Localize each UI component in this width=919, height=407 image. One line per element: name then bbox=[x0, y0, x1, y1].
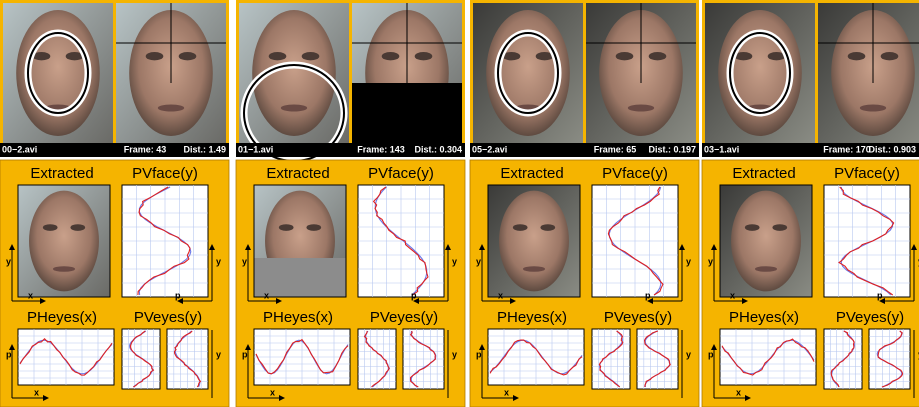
dist-label: Dist.: 0.304 bbox=[414, 144, 462, 154]
eye bbox=[382, 52, 400, 60]
pveyes-label: PVeyes(y) bbox=[134, 309, 202, 326]
eye bbox=[540, 224, 555, 231]
axis-p: p bbox=[6, 349, 12, 359]
extracted-face bbox=[488, 185, 580, 297]
eye bbox=[649, 52, 667, 60]
axis-x: x bbox=[736, 387, 741, 397]
pvface-label: PVface(y) bbox=[834, 165, 900, 182]
eye bbox=[848, 52, 866, 60]
dist-label: Dist.: 1.49 bbox=[183, 144, 226, 154]
axis-p: p bbox=[476, 349, 482, 359]
face bbox=[731, 191, 801, 292]
pheyes-label: PHeyes(x) bbox=[729, 309, 799, 326]
dist-label: Dist.: 0.903 bbox=[868, 144, 916, 154]
pvface-label: PVface(y) bbox=[602, 165, 668, 182]
extracted-face bbox=[18, 185, 110, 297]
face bbox=[29, 191, 99, 292]
pveyes-label: PVeyes(y) bbox=[836, 309, 904, 326]
axis-y: y bbox=[476, 256, 481, 266]
eye bbox=[70, 224, 85, 231]
axis-p: p bbox=[411, 290, 417, 300]
eye bbox=[745, 224, 760, 231]
black-fill bbox=[352, 83, 462, 143]
eye bbox=[302, 52, 320, 60]
mouth bbox=[158, 105, 184, 112]
axis-x: x bbox=[730, 290, 735, 300]
frame-label: Frame: 170 bbox=[823, 144, 871, 154]
mouth bbox=[523, 266, 545, 272]
photos bbox=[705, 3, 919, 143]
axis-p: p bbox=[242, 349, 248, 359]
eye bbox=[279, 224, 294, 231]
axis-x: x bbox=[264, 290, 269, 300]
face bbox=[499, 191, 569, 292]
axis-y: y bbox=[216, 256, 221, 266]
pheyes-label: PHeyes(x) bbox=[27, 309, 97, 326]
extracted-label: Extracted bbox=[266, 165, 329, 182]
eye bbox=[513, 224, 528, 231]
pvface-label: PVface(y) bbox=[132, 165, 198, 182]
pvface-label: PVface(y) bbox=[368, 165, 434, 182]
file-name: 03−1.avi bbox=[704, 144, 739, 154]
axis-x: x bbox=[34, 387, 39, 397]
axis-p: p bbox=[645, 290, 651, 300]
eye bbox=[269, 52, 287, 60]
pheyes-label: PHeyes(x) bbox=[263, 309, 333, 326]
eye bbox=[616, 52, 634, 60]
extracted-face bbox=[720, 185, 812, 297]
pveyes-label: PVeyes(y) bbox=[370, 309, 438, 326]
extracted-face bbox=[254, 185, 346, 297]
eye bbox=[179, 52, 197, 60]
file-name: 05−2.avi bbox=[472, 144, 507, 154]
pheyes-label: PHeyes(x) bbox=[497, 309, 567, 326]
axis-p: p bbox=[175, 290, 181, 300]
axis-x: x bbox=[28, 290, 33, 300]
mouth bbox=[628, 105, 654, 112]
eye bbox=[306, 224, 321, 231]
axis-p: p bbox=[877, 290, 883, 300]
axis-x: x bbox=[270, 387, 275, 397]
frame-label: Frame: 65 bbox=[594, 144, 637, 154]
mouth bbox=[53, 266, 75, 272]
file-name: 01−1.avi bbox=[238, 144, 273, 154]
mouth bbox=[281, 105, 307, 112]
axis-y: y bbox=[242, 256, 247, 266]
axis-y: y bbox=[6, 256, 11, 266]
extracted-label: Extracted bbox=[500, 165, 563, 182]
mouth bbox=[860, 105, 886, 112]
eye bbox=[881, 52, 899, 60]
axis-p: p bbox=[708, 349, 714, 359]
dist-label: Dist.: 0.197 bbox=[648, 144, 696, 154]
frame-label: Frame: 43 bbox=[124, 144, 167, 154]
mouth bbox=[755, 266, 777, 272]
eye bbox=[43, 224, 58, 231]
axis-y: y bbox=[686, 349, 691, 359]
axis-y: y bbox=[452, 256, 457, 266]
eye bbox=[772, 224, 787, 231]
axis-x: x bbox=[498, 290, 503, 300]
pveyes-label: PVeyes(y) bbox=[604, 309, 672, 326]
axis-y: y bbox=[686, 256, 691, 266]
eye bbox=[146, 52, 164, 60]
extracted-label: Extracted bbox=[30, 165, 93, 182]
file-name: 00−2.avi bbox=[2, 144, 37, 154]
axis-y: y bbox=[452, 349, 457, 359]
figure: 00−2.avi Frame: 43 Dist.: 1.49 Extracted PVf… bbox=[0, 0, 919, 407]
axis-x: x bbox=[504, 387, 509, 397]
frame-label: Frame: 143 bbox=[357, 144, 405, 154]
axis-y: y bbox=[216, 349, 221, 359]
eye bbox=[415, 52, 433, 60]
axis-y: y bbox=[708, 256, 713, 266]
extracted-label: Extracted bbox=[732, 165, 795, 182]
